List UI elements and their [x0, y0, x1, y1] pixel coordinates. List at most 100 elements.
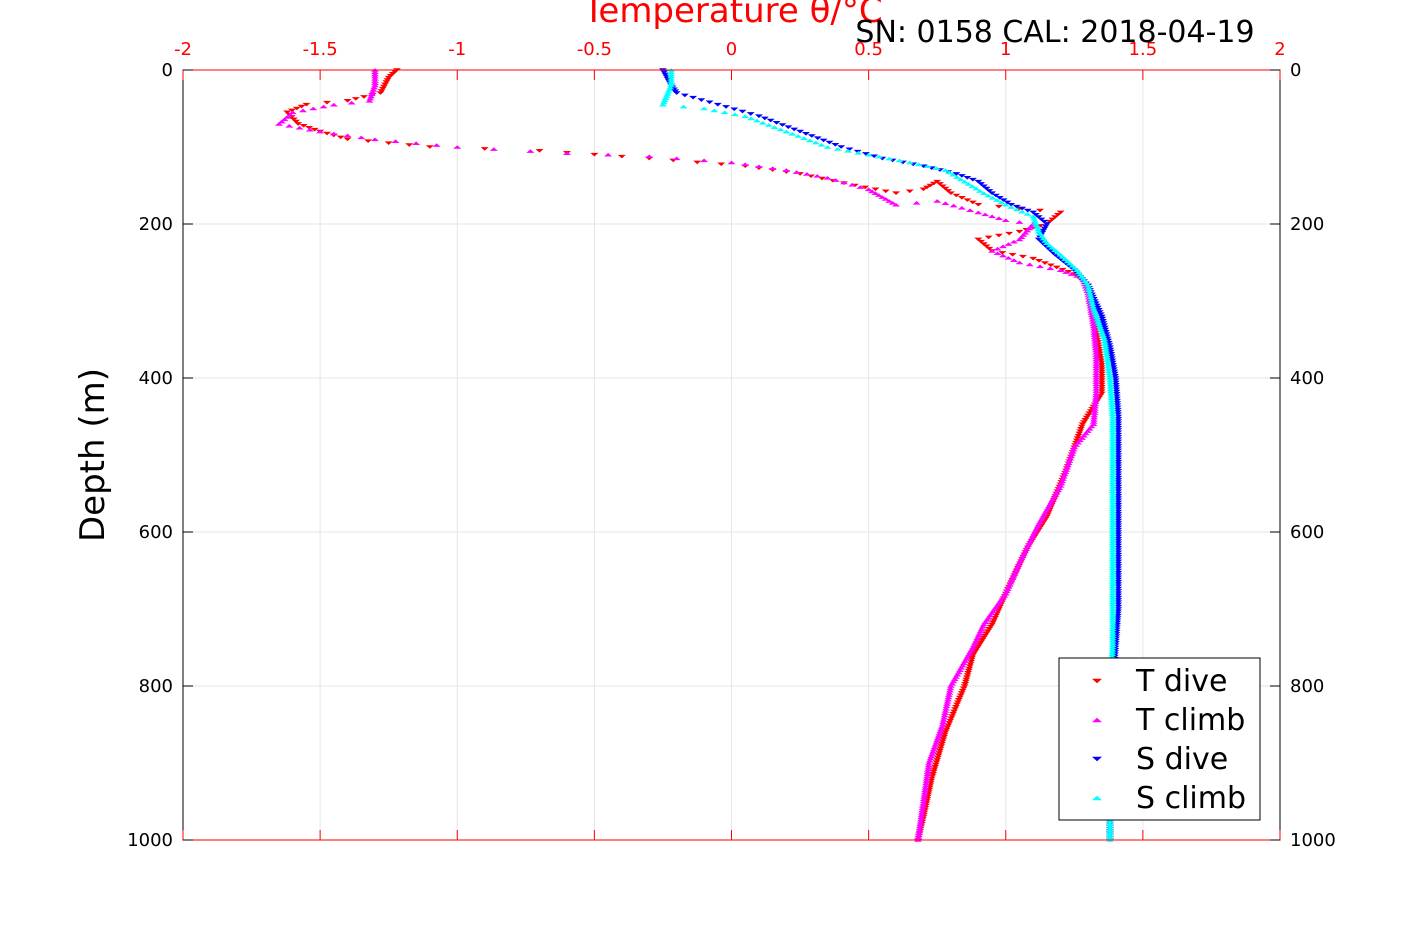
- data-point: [1108, 598, 1117, 602]
- data-point: [1065, 459, 1074, 463]
- y-tick-label-right: 200: [1290, 214, 1324, 235]
- data-point: [946, 718, 955, 723]
- data-point: [1051, 248, 1060, 252]
- data-point: [667, 70, 676, 74]
- data-point: [1037, 239, 1046, 244]
- data-point: [1108, 632, 1117, 636]
- data-point: [933, 736, 942, 740]
- data-point: [848, 182, 857, 187]
- data-point: [309, 106, 318, 111]
- data-point: [1076, 427, 1085, 431]
- data-point: [992, 198, 1001, 202]
- data-point: [1026, 538, 1035, 542]
- data-point: [914, 833, 923, 838]
- x-tick-label: -1.5: [303, 39, 338, 60]
- data-point: [943, 702, 952, 706]
- data-point: [960, 179, 969, 184]
- data-point: [940, 735, 949, 739]
- legend-marker: [1092, 795, 1102, 801]
- data-point: [937, 744, 946, 748]
- data-point: [937, 741, 946, 746]
- y-tick-label-right: 400: [1290, 368, 1324, 389]
- data-point: [1107, 356, 1116, 360]
- data-point: [660, 98, 669, 103]
- data-point: [1015, 260, 1024, 265]
- data-point: [1045, 219, 1054, 224]
- data-point: [1106, 382, 1115, 387]
- data-point: [283, 110, 292, 115]
- data-point: [1105, 829, 1114, 833]
- data-point: [377, 89, 386, 93]
- data-point: [928, 749, 937, 754]
- data-point: [874, 193, 883, 197]
- data-point: [957, 174, 966, 178]
- data-point: [1101, 344, 1110, 349]
- data-point: [1092, 366, 1101, 371]
- data-point: [1113, 407, 1122, 412]
- data-point: [1108, 448, 1117, 453]
- data-point: [945, 721, 954, 725]
- data-point: [425, 145, 434, 149]
- data-point: [962, 675, 971, 679]
- data-point: [1108, 600, 1117, 605]
- data-point: [1032, 527, 1041, 531]
- data-point: [784, 125, 793, 129]
- data-point: [929, 769, 938, 774]
- data-point: [289, 117, 298, 122]
- data-point: [1093, 305, 1102, 310]
- data-point: [782, 129, 791, 134]
- data-point: [1111, 380, 1120, 385]
- data-point: [1102, 349, 1111, 353]
- data-point: [1096, 326, 1105, 331]
- data-point: [689, 95, 698, 100]
- data-point: [817, 143, 826, 147]
- data-point: [999, 244, 1008, 249]
- data-point: [1108, 457, 1117, 462]
- data-point: [991, 193, 1000, 198]
- data-point: [782, 168, 791, 172]
- data-point: [1023, 545, 1032, 549]
- data-point: [917, 813, 926, 817]
- data-point: [1108, 534, 1117, 539]
- data-point: [1102, 351, 1111, 355]
- data-point: [667, 72, 676, 77]
- data-point: [1106, 389, 1115, 394]
- data-point: [919, 187, 928, 192]
- data-point: [370, 72, 379, 77]
- data-point: [1108, 475, 1117, 480]
- series-s-climb: [658, 68, 1117, 842]
- data-point: [968, 655, 977, 660]
- data-point: [1063, 463, 1072, 468]
- data-point: [939, 720, 948, 725]
- data-point: [975, 189, 984, 193]
- data-point: [310, 127, 319, 132]
- data-point: [1091, 344, 1100, 348]
- data-point: [861, 152, 870, 156]
- data-point: [370, 77, 379, 81]
- data-point: [659, 100, 668, 105]
- data-point: [988, 249, 997, 253]
- top-axis-label: Temperature θ/°C: [582, 0, 882, 31]
- data-point: [1108, 525, 1117, 530]
- data-point: [919, 797, 928, 802]
- data-point: [938, 722, 947, 727]
- data-point: [1097, 360, 1106, 365]
- data-point: [968, 200, 977, 205]
- data-point: [954, 670, 963, 675]
- data-point: [1105, 820, 1114, 824]
- legend-marker: [1092, 678, 1102, 684]
- data-point: [950, 709, 959, 714]
- data-point: [1017, 556, 1026, 561]
- data-point: [680, 93, 689, 98]
- data-point: [978, 638, 987, 642]
- x-tick-label: 0.5: [854, 39, 883, 60]
- data-point: [1105, 826, 1114, 831]
- data-point: [1108, 561, 1117, 566]
- data-point: [1090, 335, 1099, 340]
- data-point: [1078, 422, 1087, 426]
- data-point: [1052, 265, 1061, 270]
- data-point: [935, 182, 944, 186]
- data-point: [1021, 549, 1030, 554]
- data-point: [1013, 565, 1022, 569]
